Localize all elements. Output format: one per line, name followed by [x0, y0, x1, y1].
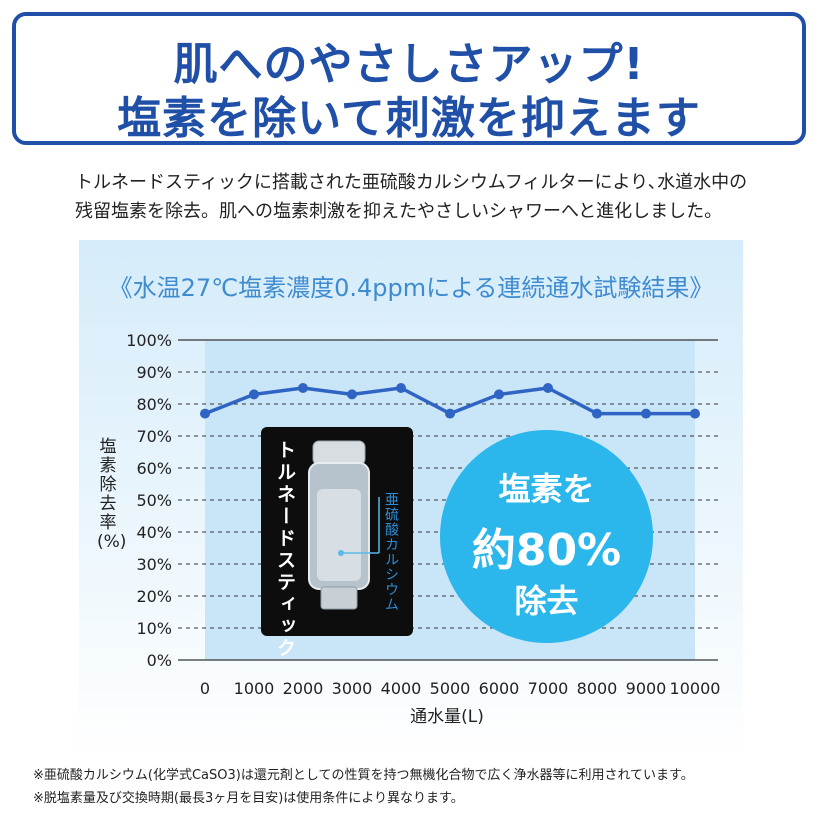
data-point: [200, 408, 210, 419]
x-tick-labels: 0 1000 2000 3000 4000 5000 6000 7000 8000 9000 100…: [200, 679, 721, 698]
x-tick-label: 6000: [479, 679, 520, 698]
badge-line-1: 塩素を: [498, 470, 595, 508]
y-tick-label: 60%: [136, 459, 172, 478]
y-tick-label: 50%: [136, 491, 172, 510]
product-name: トルネードスティック: [274, 440, 296, 660]
filter-label: 亜硫酸カルシウム: [383, 492, 399, 612]
removal-rate-badge: 塩素を 約80% 除去: [440, 430, 653, 643]
y-tick-label: 10%: [136, 619, 172, 638]
footnote-1: ※亜硫酸カルシウム(化学式CaSO3)は還元剤としての性質を持つ無機化合物で広く…: [33, 768, 694, 783]
badge-line-3: 除去: [514, 582, 579, 620]
x-tick-label: 9000: [626, 679, 667, 698]
headline-line-1: 肌へのやさしさアップ!: [173, 39, 645, 90]
data-point: [543, 383, 553, 393]
series-line-group: [200, 383, 700, 419]
intro-text: トルネードスティックに搭載された亜硫酸カルシウムフィルターにより､水道水中の 残…: [75, 168, 775, 226]
x-tick-label: 3000: [332, 679, 373, 698]
x-tick-label: 0: [200, 679, 210, 698]
data-point: [249, 389, 259, 400]
intro-line-2: 残留塩素を除去。肌への塩素刺激を抑えたやさしいシャワーへと進化しました。: [75, 201, 723, 222]
x-tick-label: 5000: [430, 679, 471, 698]
footnote-2: ※脱塩素量及び交換時期(最長3ヶ月を目安)は使用条件により異なります。: [33, 791, 464, 806]
chart-title: 《水温27℃塩素濃度0.4ppmによる連続通水試験結果》: [108, 274, 714, 302]
cartridge-connector: [320, 586, 358, 610]
data-point: [494, 389, 504, 400]
x-tick-label: 1000: [234, 679, 275, 698]
y-tick-label: 70%: [136, 427, 172, 446]
y-tick-label: 100%: [126, 331, 172, 350]
badge-line-2: 約80%: [471, 525, 622, 576]
data-point: [396, 383, 406, 393]
filter-cartridge-illustration: [308, 440, 380, 610]
product-image-panel: [261, 427, 413, 636]
x-tick-label: 10000: [670, 679, 721, 698]
y-tick-label: 40%: [136, 523, 172, 542]
x-axis-label: 通水量(L): [410, 707, 484, 727]
data-point: [592, 408, 602, 419]
y-tick-label: 30%: [136, 555, 172, 574]
data-point: [445, 408, 455, 419]
intro-line-1: トルネードスティックに搭載された亜硫酸カルシウムフィルターにより､水道水中の: [75, 172, 748, 193]
x-tick-label: 7000: [528, 679, 569, 698]
y-tick-label: 0%: [147, 651, 172, 670]
y-tick-label: 90%: [136, 363, 172, 382]
y-tick-label: 20%: [136, 587, 172, 606]
x-tick-label: 2000: [283, 679, 324, 698]
headline-line-2: 塩素を除いて刺激を抑えます: [117, 93, 701, 144]
y-tick-label: 80%: [136, 395, 172, 414]
data-point: [641, 408, 651, 419]
y-tick-labels: 0% 10% 20% 30% 40% 50% 60% 70% 80% 90% 100%: [126, 331, 172, 670]
data-point: [298, 383, 308, 393]
cartridge-granules: [317, 489, 361, 581]
x-tick-label: 4000: [381, 679, 422, 698]
x-tick-label: 8000: [577, 679, 618, 698]
y-axis-label: 塩素除去率(%): [97, 437, 127, 552]
cartridge-cap: [312, 440, 366, 466]
data-point: [690, 408, 700, 419]
header-box: 肌へのやさしさアップ! 塩素を除いて刺激を抑えます: [12, 12, 806, 145]
data-point: [347, 389, 357, 400]
